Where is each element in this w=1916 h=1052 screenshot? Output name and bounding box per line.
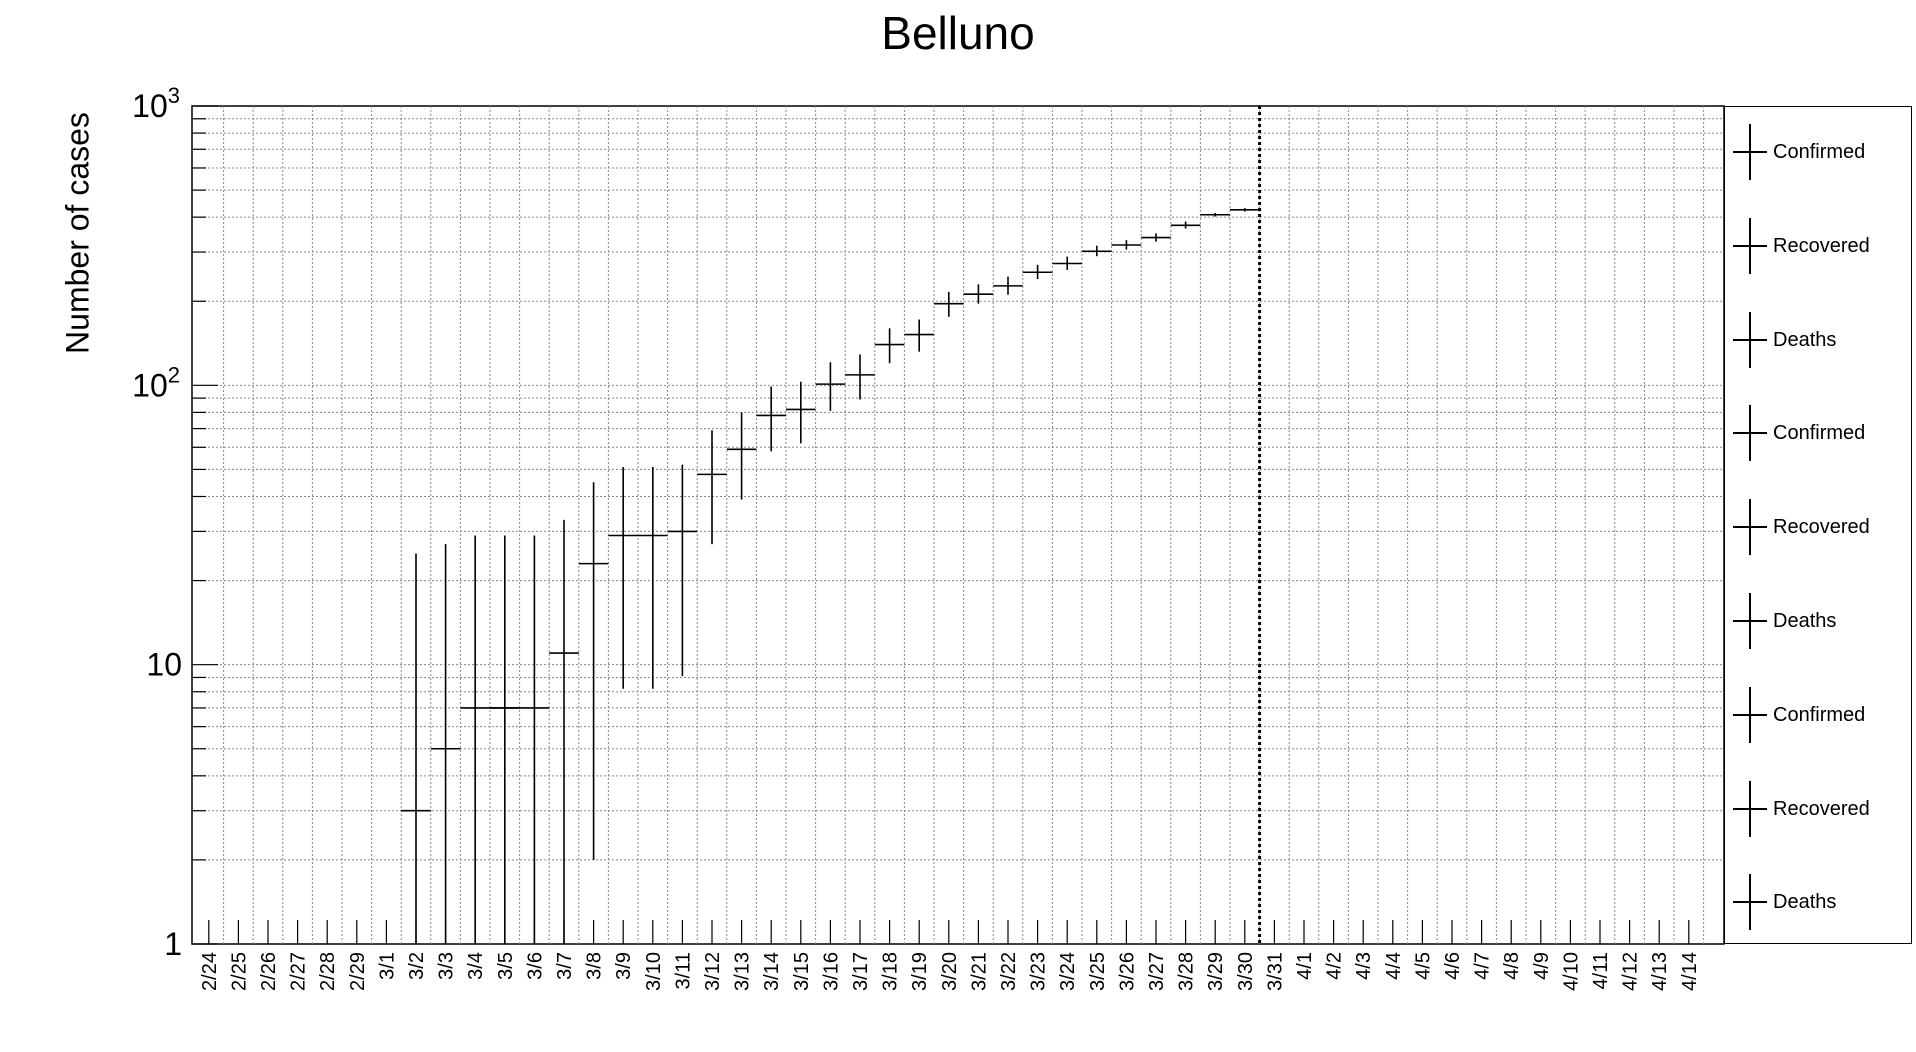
legend-marker	[1749, 124, 1751, 180]
x-tick-label: 2/26	[258, 952, 280, 991]
x-tick-label: 3/27	[1146, 952, 1168, 991]
y-tick-label: 10	[146, 647, 182, 683]
legend-entry: Deaths	[1725, 593, 1913, 649]
legend-marker	[1749, 593, 1751, 649]
x-tick-label: 3/21	[968, 952, 990, 991]
x-tick-label: 3/30	[1235, 952, 1257, 991]
x-tick-label: 3/11	[672, 952, 694, 989]
x-tick-label: 3/18	[880, 952, 902, 991]
x-tick-label: 2/25	[228, 952, 250, 991]
x-tick-label: 3/13	[732, 952, 754, 991]
x-tick-label: 4/7	[1472, 952, 1494, 980]
legend-label: Deaths	[1773, 610, 1837, 632]
x-tick-label: 4/12	[1620, 952, 1642, 991]
x-tick-label: 3/3	[436, 952, 458, 980]
legend-label: Confirmed	[1773, 703, 1866, 726]
x-tick-label: 4/6	[1442, 952, 1464, 980]
x-tick-label: 3/5	[495, 952, 517, 980]
legend-label: Deaths	[1773, 328, 1837, 351]
legend-entry: Recovered	[1725, 217, 1913, 274]
legend-marker	[1749, 311, 1751, 368]
legend-label: Recovered	[1773, 234, 1870, 257]
plot-frame	[191, 105, 1725, 945]
x-tick-label: 3/10	[643, 952, 665, 991]
x-tick-label: 4/5	[1412, 952, 1434, 980]
x-tick-label: 3/2	[406, 952, 428, 980]
x-tick-label: 3/6	[524, 952, 546, 980]
x-tick-label: 4/4	[1383, 952, 1405, 980]
legend-marker	[1749, 405, 1751, 462]
x-tick-label: 2/28	[317, 952, 339, 991]
legend-marker	[1749, 780, 1751, 837]
x-tick-label: 3/16	[820, 952, 842, 991]
x-tick-label: 3/23	[1028, 952, 1050, 991]
x-tick-label: 4/14	[1679, 952, 1701, 991]
legend-label: Recovered	[1773, 516, 1870, 539]
legend-marker	[1749, 874, 1751, 931]
x-tick-label: 2/29	[347, 952, 369, 991]
x-tick-label: 3/4	[465, 952, 487, 980]
x-tick-label: 4/10	[1560, 952, 1582, 991]
x-tick-label: 4/13	[1649, 952, 1671, 991]
legend-entry: Deaths	[1725, 311, 1913, 368]
x-tick-label: 3/29	[1205, 952, 1227, 991]
x-tick-label: 3/19	[909, 952, 931, 991]
x-tick-label: 3/8	[584, 952, 606, 980]
x-tick-label: 3/17	[850, 952, 872, 991]
x-tick-label: 3/26	[1116, 952, 1138, 991]
legend-label: Confirmed	[1773, 422, 1866, 445]
x-tick-label: 4/3	[1353, 952, 1375, 980]
x-tick-label: 3/7	[554, 952, 576, 980]
legend-marker	[1749, 499, 1751, 556]
x-tick-label: 3/14	[761, 952, 783, 991]
x-tick-label: 3/12	[702, 952, 724, 991]
x-tick-label: 4/11	[1590, 952, 1612, 989]
legend-marker	[1749, 686, 1751, 743]
legend-marker	[1749, 217, 1751, 274]
chart-title: Belluno	[881, 7, 1035, 59]
x-tick-label: 3/24	[1057, 952, 1079, 991]
legend-label: Deaths	[1773, 891, 1837, 914]
x-tick-label: 3/20	[939, 952, 961, 991]
x-tick-label: 3/22	[998, 952, 1020, 991]
legend-entry: Recovered	[1725, 499, 1913, 556]
legend-label: Recovered	[1773, 797, 1870, 820]
y-tick-label: 1	[164, 926, 182, 962]
x-tick-label: 4/9	[1531, 952, 1553, 980]
y-tick-label: 102	[132, 362, 180, 403]
x-tick-label: 2/27	[288, 952, 310, 991]
y-tick-label: 103	[132, 83, 180, 124]
legend: Confirmed Recovered Deaths Confirmed Recover…	[1724, 106, 1912, 944]
x-tick-label: 4/2	[1324, 952, 1346, 980]
x-tick-label: 4/8	[1501, 952, 1523, 980]
legend-entry: Deaths	[1725, 874, 1913, 931]
legend-entry: Confirmed	[1725, 405, 1913, 462]
x-tick-label: 3/28	[1176, 952, 1198, 991]
legend-entry: Confirmed	[1725, 124, 1913, 180]
x-tick-label: 3/25	[1087, 952, 1109, 991]
x-tick-label: 3/9	[613, 952, 635, 980]
x-tick-label: 3/1	[376, 952, 398, 980]
legend-entry: Confirmed	[1725, 686, 1913, 743]
x-tick-label: 3/31	[1264, 952, 1286, 991]
x-tick-label: 4/1	[1294, 952, 1316, 980]
legend-entry: Recovered	[1725, 780, 1913, 837]
x-tick-label: 3/15	[791, 952, 813, 991]
legend-label: Confirmed	[1773, 141, 1866, 163]
x-tick-label: 2/24	[199, 952, 221, 991]
